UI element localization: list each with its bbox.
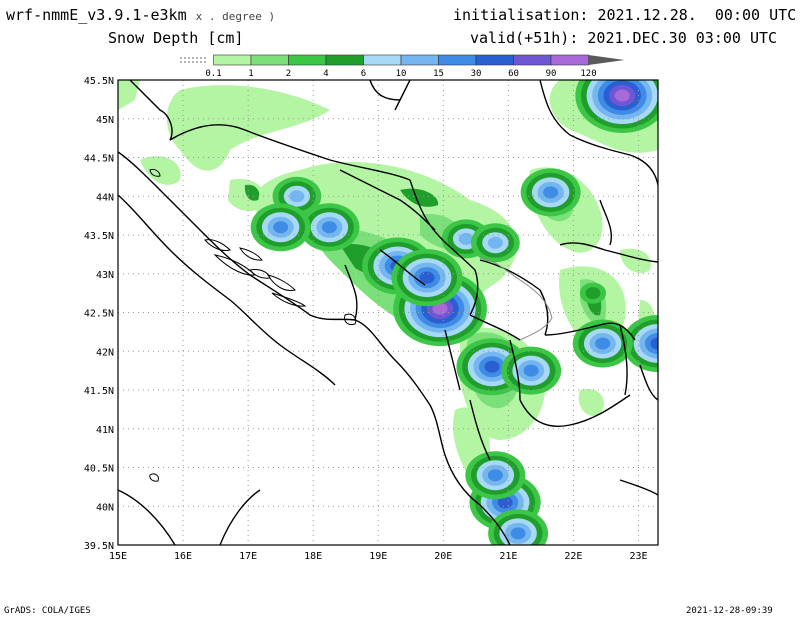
- snow-depth-cells: [250, 80, 658, 545]
- valid-time: valid(+51h): 2021.DEC.30 03:00 UTC: [470, 29, 778, 47]
- lat-tick-label: 42N: [96, 347, 114, 358]
- snow-cell: [488, 509, 549, 545]
- legend-label: 2: [286, 69, 291, 79]
- internal-border: [479, 257, 553, 341]
- legend-label: 60: [508, 69, 519, 79]
- snow-cell: [299, 203, 360, 252]
- lat-tick-label: 43N: [96, 270, 114, 281]
- lon-tick-label: 16E: [174, 551, 192, 562]
- legend-swatch: [550, 54, 589, 66]
- lat-tick-label: 39.5N: [84, 541, 114, 552]
- legend-label: 4: [323, 69, 328, 79]
- lon-tick-label: 20E: [434, 551, 452, 562]
- lon-tick-label: 18E: [304, 551, 322, 562]
- lon-tick-label: 21E: [499, 551, 517, 562]
- legend-arrow: [588, 55, 625, 65]
- legend-label: 6: [361, 69, 366, 79]
- color-legend: 0.1 1 2 4 6 10 15 30 60 90 120: [176, 54, 625, 79]
- legend-swatch: [438, 54, 477, 66]
- lat-tick-label: 40.5N: [84, 464, 114, 475]
- lat-tick-label: 41.5N: [84, 386, 114, 397]
- footer-timestamp: 2021-12-28-09:39: [686, 606, 773, 616]
- snow-cell: [250, 203, 311, 252]
- lat-tick-label: 40N: [96, 502, 114, 513]
- legend-label: 15: [433, 69, 444, 79]
- islands: [149, 169, 357, 482]
- lon-tick-label: 15E: [109, 551, 127, 562]
- snow-cell: [465, 451, 526, 500]
- lat-tick-label: 41N: [96, 425, 114, 436]
- lon-tick-label: 17E: [239, 551, 257, 562]
- legend-swatch: [475, 54, 514, 66]
- legend-label: 30: [471, 69, 482, 79]
- legend-swatch: [176, 55, 214, 65]
- snow-cell: [520, 168, 581, 217]
- lon-tick-label: 19E: [369, 551, 387, 562]
- snow-cell: [272, 176, 322, 216]
- legend-label: 1: [248, 69, 253, 79]
- legend-swatch: [288, 54, 327, 66]
- legend-swatch: [325, 54, 364, 66]
- variable-title: Snow Depth [cm]: [108, 29, 244, 47]
- lat-tick-label: 44N: [96, 192, 114, 203]
- model-suffix: x . degree ): [195, 10, 276, 23]
- lon-tick-label: 22E: [564, 551, 582, 562]
- plot-frame: [117, 79, 659, 546]
- legend-swatch: [213, 54, 252, 66]
- lat-tick-label: 45.5N: [84, 76, 114, 87]
- legend-label: 10: [396, 69, 407, 79]
- axis-tick-labels: 15E 16E 17E 18E 19E 20E 21E 22E 23E 45.5N 45N 44.5N…: [84, 76, 648, 562]
- lat-tick-label: 45N: [96, 115, 114, 126]
- model-name: wrf-nmmE_v3.9.1-e3km: [6, 6, 187, 24]
- lat-tick-label: 44.5N: [84, 154, 114, 165]
- initialisation-time: initialisation: 2021.12.28. 00:00 UTC: [453, 6, 797, 24]
- snow-cell: [579, 282, 607, 304]
- snow-cell: [470, 223, 520, 263]
- legend-swatch: [250, 54, 289, 66]
- snow-cell: [575, 80, 658, 133]
- lon-tick-label: 23E: [629, 551, 647, 562]
- legend-swatch: [513, 54, 552, 66]
- legend-swatch: [363, 54, 402, 66]
- legend-label: 0.1: [205, 69, 221, 79]
- footer-credit: GrADS: COLA/IGES: [4, 606, 91, 616]
- legend-label: 90: [546, 69, 557, 79]
- legend-label: 120: [580, 69, 596, 79]
- lat-tick-label: 43.5N: [84, 231, 114, 242]
- lat-tick-label: 42.5N: [84, 309, 114, 320]
- model-title: wrf-nmmE_v3.9.1-e3km x . degree ): [6, 8, 275, 23]
- legend-swatch: [400, 54, 439, 66]
- coastline-and-borders: [118, 80, 658, 545]
- snow-cell: [501, 346, 562, 395]
- snow-cell: [391, 249, 463, 307]
- snow-cell: [572, 319, 633, 368]
